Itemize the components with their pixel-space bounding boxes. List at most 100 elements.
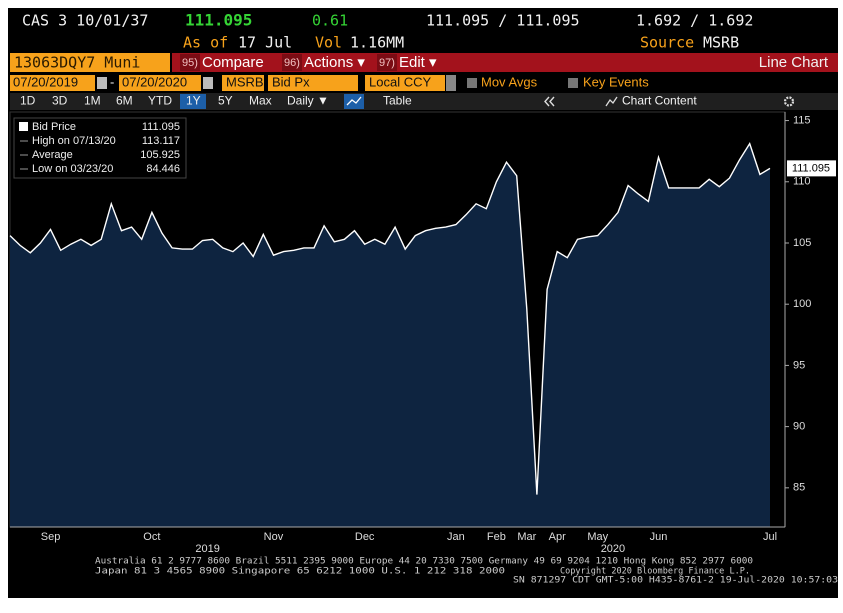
footer-contacts: Australia 61 2 9777 8600 Brazil 5511 239…: [95, 557, 753, 567]
x-tick-label: Oct: [143, 531, 160, 543]
button-label[interactable]: Compare: [202, 54, 264, 71]
line: [9, 141, 771, 495]
button-label[interactable]: Actions ▾: [304, 54, 365, 71]
collapse-icon[interactable]: [544, 96, 550, 107]
yield: 1.692 / 1.692: [636, 12, 753, 30]
period-button[interactable]: 1D: [20, 94, 36, 108]
period-button[interactable]: 1Y: [186, 94, 201, 108]
period-button[interactable]: 6M: [116, 94, 133, 108]
x-tick-label: Nov: [264, 531, 284, 543]
legend-value: 84.446: [146, 163, 180, 175]
x-tick-label: Jul: [763, 531, 777, 543]
last-price: 111.095: [185, 11, 252, 30]
period-button[interactable]: YTD: [148, 94, 172, 108]
change: 0.61: [312, 12, 348, 30]
checkbox[interactable]: [568, 78, 578, 88]
date-separator: -: [110, 74, 114, 89]
x-tick-label: Jun: [650, 531, 668, 543]
period-button[interactable]: 3D: [52, 94, 68, 108]
legend-swatch: [19, 122, 28, 131]
x-tick-label: Dec: [355, 531, 375, 543]
pricing-source[interactable]: MSRB: [226, 74, 264, 89]
x-group-label: 2019: [195, 543, 219, 555]
vol-label: Vol: [315, 34, 342, 52]
legend-value: 113.117: [142, 135, 180, 147]
y-tick-label: 110: [793, 176, 811, 188]
mov-avgs[interactable]: Mov Avgs: [481, 74, 538, 89]
chart-content-icon: [605, 96, 618, 107]
ticker: CAS 3 10/01/37: [22, 12, 148, 30]
security[interactable]: 13063DQY7 Muni: [14, 54, 140, 72]
button-number-bg[interactable]: [377, 54, 397, 71]
source: MSRB: [703, 34, 739, 52]
legend-value: 111.095: [142, 121, 180, 133]
view-name: Line Chart: [759, 54, 829, 71]
collapse-icon[interactable]: [549, 96, 555, 107]
checkbox[interactable]: [467, 78, 477, 88]
source-box[interactable]: [222, 75, 264, 91]
active-period-bg[interactable]: [180, 94, 206, 109]
calendar-icon[interactable]: [203, 77, 213, 89]
y-tick-label: 100: [793, 298, 811, 310]
button-number[interactable]: 97): [379, 57, 395, 69]
area: [10, 143, 770, 527]
button-number[interactable]: 96): [284, 57, 300, 69]
last-value: 111.095: [792, 162, 830, 174]
security-box[interactable]: [10, 53, 170, 72]
frequency[interactable]: Daily ▼: [287, 94, 329, 108]
start-box[interactable]: [10, 75, 95, 91]
as-of: 17 Jul: [238, 34, 292, 52]
legend-label: Bid Price: [32, 121, 76, 133]
period-bar: [10, 93, 838, 110]
legend-value: 105.925: [140, 149, 180, 161]
x-tick-label: Mar: [517, 531, 536, 543]
end-box[interactable]: [119, 75, 201, 91]
y-tick-label: 90: [793, 421, 805, 433]
vol: 1.16MM: [350, 34, 404, 52]
end-date[interactable]: 07/20/2020: [122, 74, 187, 89]
currency-box[interactable]: [365, 75, 445, 91]
copyright: Copyright 2020 Bloomberg Finance L.P.: [560, 567, 750, 577]
x-group-label: 2020: [601, 543, 625, 555]
session-info: SN 871297 CDT GMT-5:00 H435-8761-2 19-Ju…: [513, 576, 838, 586]
button-label[interactable]: Edit ▾: [399, 54, 437, 71]
period-button[interactable]: 1M: [84, 94, 101, 108]
field-box[interactable]: [268, 75, 358, 91]
legend-box: [13, 117, 187, 179]
y-tick-label: 95: [793, 359, 805, 371]
button-number-bg[interactable]: [282, 54, 302, 71]
field[interactable]: Bid Px: [272, 74, 310, 89]
x-tick-label: Jan: [447, 531, 465, 543]
legend-label: Average: [32, 149, 73, 161]
x-tick-label: May: [587, 531, 608, 543]
calendar-icon[interactable]: [97, 77, 107, 89]
start-date[interactable]: 07/20/2019: [13, 74, 78, 89]
legend-label: High on 07/13/20: [32, 135, 116, 147]
legend-label: Low on 03/23/20: [32, 163, 113, 175]
period-button[interactable]: 5Y: [218, 94, 233, 108]
table-button[interactable]: Table: [383, 94, 412, 108]
chart-icon-glyph: [346, 96, 362, 106]
button-number-bg[interactable]: [180, 54, 200, 71]
toolbar-bar: [172, 53, 838, 72]
source-label: Source: [640, 34, 694, 52]
period-button[interactable]: Max: [249, 94, 272, 108]
chart-content[interactable]: Chart Content: [622, 94, 697, 108]
x-tick-label: Sep: [41, 531, 61, 543]
period-buttons: 1D 3D 1M 6M YTD 1Y 5Y Max: [20, 94, 272, 109]
x-tick-label: Feb: [487, 531, 506, 543]
y-tick-label: 115: [793, 114, 811, 126]
price-chart: 85 90 95 100 105 110 115 Sep Oct Nov Dec Jan Feb Mar A…: [9, 111, 836, 555]
button-number[interactable]: 95): [182, 57, 198, 69]
currency[interactable]: Local CCY: [369, 74, 431, 89]
settings-gear[interactable]: [783, 96, 795, 107]
y-tick-label: 105: [793, 237, 811, 249]
key-events[interactable]: Key Events: [583, 74, 649, 89]
bid-ask: 111.095 / 111.095: [426, 12, 580, 30]
footer-contacts: Japan 81 3 4565 8900 Singapore 65 6212 1…: [95, 567, 505, 577]
dropdown[interactable]: [446, 75, 456, 91]
as-of-label: As of: [183, 34, 228, 52]
y-tick-label: 85: [793, 482, 805, 494]
last-value-tag: [787, 160, 836, 177]
